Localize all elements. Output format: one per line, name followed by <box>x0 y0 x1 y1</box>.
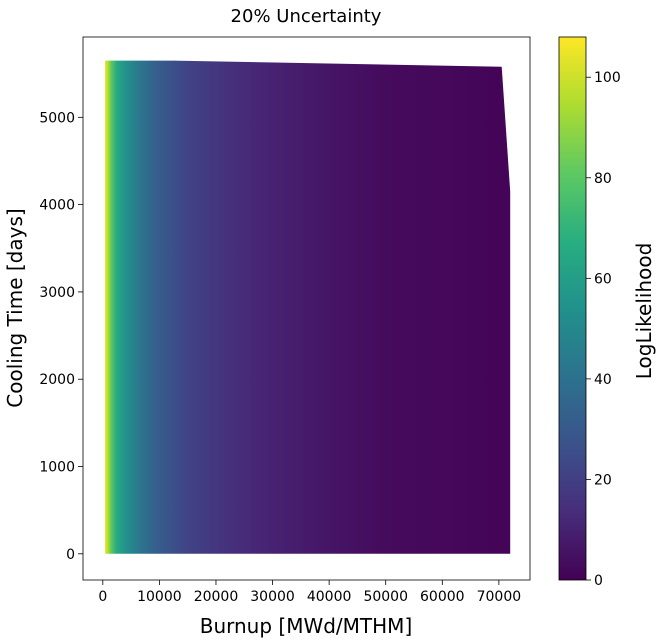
y-tick-label: 5000 <box>39 110 75 126</box>
x-tick-label: 60000 <box>420 589 465 605</box>
y-tick-label: 2000 <box>39 372 75 388</box>
colorbar <box>558 36 587 581</box>
x-tick-label: 20000 <box>194 589 239 605</box>
y-tick-label: 0 <box>66 547 75 563</box>
x-axis-ticks: 0 10000 20000 30000 40000 50000 60000 70000 <box>98 580 521 605</box>
x-tick-label: 40000 <box>307 589 352 605</box>
colorbar-tick-label: 0 <box>594 573 603 589</box>
x-axis-label: Burnup [MWd/MTHM] <box>200 614 413 638</box>
x-tick-label: 10000 <box>137 589 182 605</box>
x-tick-label: 30000 <box>250 589 295 605</box>
heatmap-region <box>105 60 511 554</box>
colorbar-tick-label: 20 <box>594 472 612 488</box>
y-tick-label: 3000 <box>39 285 75 301</box>
colorbar-ticks: 0 20 40 60 80 100 <box>586 70 621 589</box>
y-axis-ticks: 0 1000 2000 3000 4000 5000 <box>39 110 83 563</box>
y-tick-label: 4000 <box>39 198 75 214</box>
colorbar-tick-label: 40 <box>594 372 612 388</box>
chart-title: 20% Uncertainty <box>231 6 382 27</box>
x-tick-label: 50000 <box>363 589 408 605</box>
y-axis-label: Cooling Time [days] <box>3 208 27 407</box>
colorbar-tick-label: 100 <box>594 70 621 86</box>
colorbar-tick-label: 60 <box>594 271 612 287</box>
colorbar-tick-label: 80 <box>594 171 612 187</box>
x-tick-label: 0 <box>98 589 107 605</box>
y-tick-label: 1000 <box>39 460 75 476</box>
colorbar-label: LogLikelihood <box>632 243 656 380</box>
x-tick-label: 70000 <box>477 589 522 605</box>
